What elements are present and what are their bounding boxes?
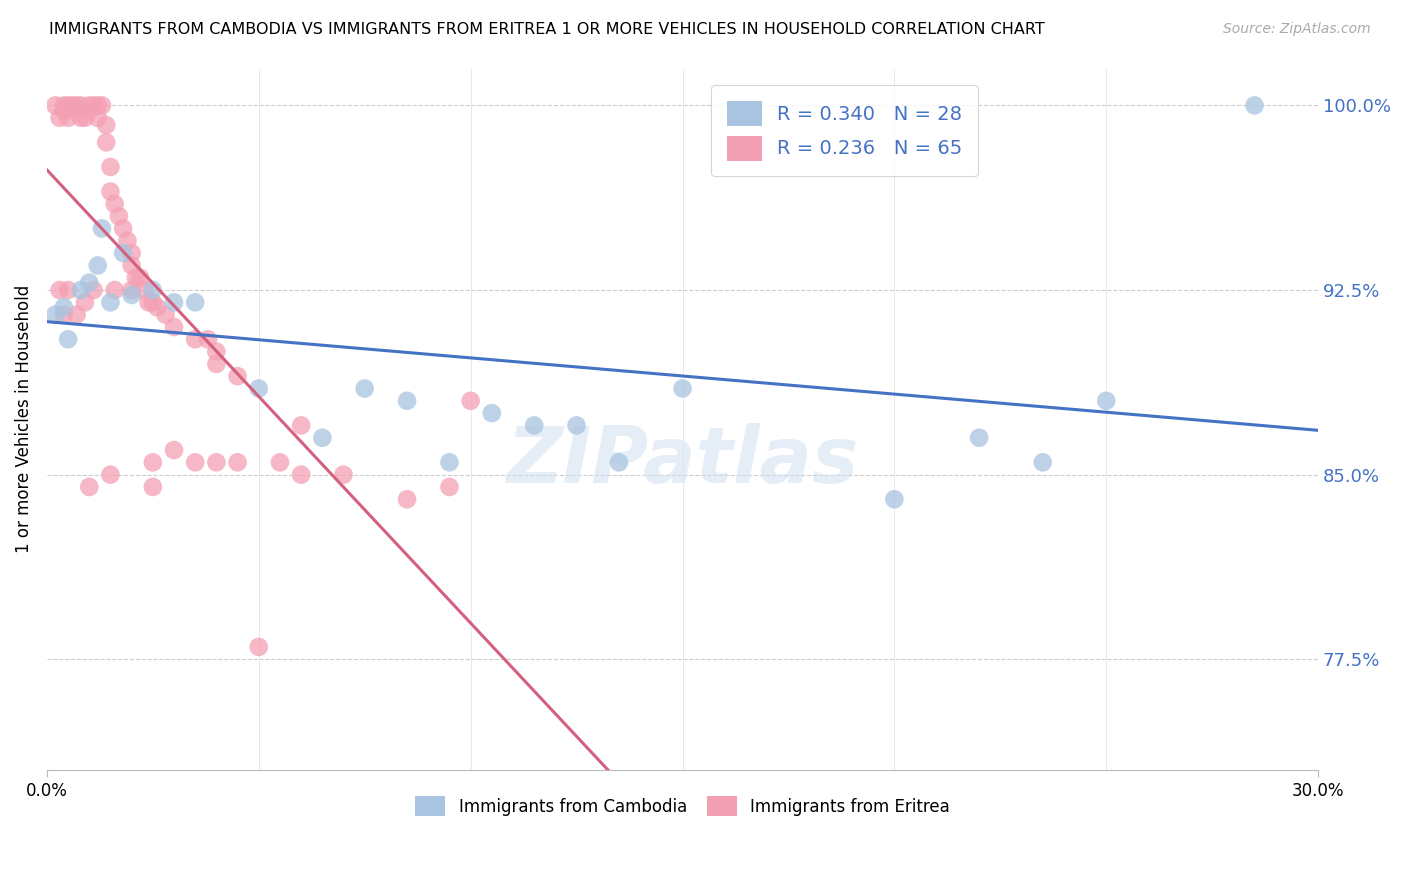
Point	[1095, 393, 1118, 408]
Point	[184, 332, 207, 346]
Point	[1243, 98, 1265, 112]
Point	[83, 98, 105, 112]
Point	[60, 103, 83, 118]
Point	[60, 98, 83, 112]
Point	[100, 295, 122, 310]
Point	[108, 209, 131, 223]
Point	[48, 111, 70, 125]
Text: IMMIGRANTS FROM CAMBODIA VS IMMIGRANTS FROM ERITREA 1 OR MORE VEHICLES IN HOUSEH: IMMIGRANTS FROM CAMBODIA VS IMMIGRANTS F…	[49, 22, 1045, 37]
Point	[1032, 455, 1054, 469]
Point	[56, 283, 79, 297]
Point	[56, 332, 79, 346]
Point	[142, 283, 165, 297]
Point	[353, 382, 375, 396]
Point	[226, 369, 249, 384]
Point	[565, 418, 588, 433]
Point	[481, 406, 503, 420]
Legend: Immigrants from Cambodia, Immigrants from Eritrea: Immigrants from Cambodia, Immigrants fro…	[406, 788, 957, 825]
Point	[121, 283, 143, 297]
Point	[205, 344, 228, 359]
Point	[104, 283, 127, 297]
Point	[65, 308, 87, 322]
Point	[73, 111, 96, 125]
Point	[142, 480, 165, 494]
Point	[91, 98, 114, 112]
Point	[247, 382, 270, 396]
Point	[87, 98, 110, 112]
Point	[205, 455, 228, 469]
Point	[100, 467, 122, 482]
Point	[44, 98, 66, 112]
Point	[290, 467, 312, 482]
Point	[138, 295, 160, 310]
Point	[112, 221, 135, 235]
Point	[56, 111, 79, 125]
Point	[163, 295, 186, 310]
Point	[226, 455, 249, 469]
Point	[523, 418, 546, 433]
Point	[142, 455, 165, 469]
Text: Source: ZipAtlas.com: Source: ZipAtlas.com	[1223, 22, 1371, 37]
Point	[967, 431, 990, 445]
Point	[77, 276, 100, 290]
Point	[96, 118, 118, 132]
Point	[73, 295, 96, 310]
Point	[117, 234, 139, 248]
Point	[134, 283, 156, 297]
Point	[121, 288, 143, 302]
Point	[69, 283, 91, 297]
Point	[52, 103, 75, 118]
Point	[77, 480, 100, 494]
Point	[396, 492, 419, 507]
Point	[460, 393, 482, 408]
Point	[52, 98, 75, 112]
Point	[197, 332, 219, 346]
Point	[69, 111, 91, 125]
Point	[91, 221, 114, 235]
Point	[65, 98, 87, 112]
Point	[205, 357, 228, 371]
Point	[104, 197, 127, 211]
Point	[69, 98, 91, 112]
Point	[163, 320, 186, 334]
Text: ZIPatlas: ZIPatlas	[506, 424, 859, 500]
Point	[269, 455, 291, 469]
Point	[142, 295, 165, 310]
Point	[163, 443, 186, 458]
Point	[184, 455, 207, 469]
Point	[607, 455, 630, 469]
Y-axis label: 1 or more Vehicles in Household: 1 or more Vehicles in Household	[15, 285, 32, 553]
Point	[100, 185, 122, 199]
Point	[396, 393, 419, 408]
Point	[77, 103, 100, 118]
Point	[146, 300, 169, 314]
Point	[121, 259, 143, 273]
Point	[83, 283, 105, 297]
Point	[184, 295, 207, 310]
Point	[129, 270, 152, 285]
Point	[100, 160, 122, 174]
Point	[52, 308, 75, 322]
Point	[56, 98, 79, 112]
Point	[87, 259, 110, 273]
Point	[439, 480, 461, 494]
Point	[96, 136, 118, 150]
Point	[247, 640, 270, 654]
Point	[52, 300, 75, 314]
Point	[121, 246, 143, 260]
Point	[77, 98, 100, 112]
Point	[439, 455, 461, 469]
Point	[155, 308, 177, 322]
Point	[87, 111, 110, 125]
Point	[112, 246, 135, 260]
Point	[332, 467, 354, 482]
Point	[125, 270, 148, 285]
Point	[883, 492, 905, 507]
Point	[311, 431, 333, 445]
Point	[44, 308, 66, 322]
Point	[671, 382, 693, 396]
Point	[290, 418, 312, 433]
Point	[48, 283, 70, 297]
